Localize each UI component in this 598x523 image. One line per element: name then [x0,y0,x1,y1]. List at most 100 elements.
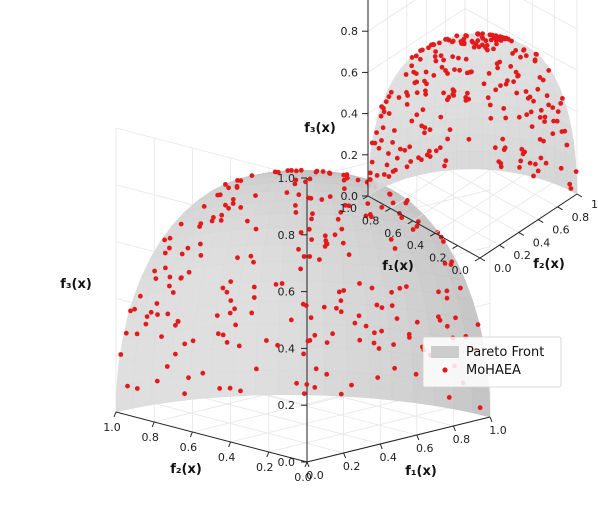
inset-mohaea-point [538,107,544,113]
main-mohaea-point [475,322,481,327]
inset-mohaea-point [483,38,489,44]
inset-surface-patch [456,151,470,170]
main-mohaea-point [235,255,240,261]
main-surface-patch [191,326,215,352]
inset-mohaea-point [529,124,535,129]
main-mohaea-point [320,169,326,174]
main-surface-patch [323,346,348,373]
main-mohaea-point [392,365,397,371]
main-mohaea-point [357,337,363,343]
main-mohaea-point [251,284,257,290]
main-mohaea-point [162,250,168,256]
main-mohaea-point [387,191,392,197]
inset-mohaea-point [428,42,434,48]
inset-z-tick-label: 0.6 [341,66,359,79]
main-mohaea-point [338,309,344,315]
main-surface-patch [133,356,154,385]
main-y-tick-label: 0.0 [294,471,312,484]
main-mohaea-point [389,303,395,308]
main-z-tick-label: 0.0 [278,456,296,469]
inset-mohaea-point [378,113,384,119]
inset-mohaea-point [542,119,547,124]
inset-mohaea-point [437,40,442,46]
inset-surface-patch [432,105,447,123]
main-mohaea-point [313,366,319,372]
inset-surface-patch [469,118,483,135]
main-mohaea-point [446,395,452,400]
inset-mohaea-point [546,102,551,108]
main-mohaea-point [214,313,220,318]
main-surface-patch [321,262,344,283]
main-mohaea-point [226,185,232,191]
inset-mohaea-point [445,71,450,76]
inset-y-tick-label: 0.8 [572,211,590,224]
main-mohaea-point [219,212,225,218]
main-surface-patch [369,373,393,401]
inset-mohaea-point [419,157,424,163]
inset-mohaea-point [540,77,546,83]
inset-mohaea-point [506,36,511,42]
main-mohaea-point [238,388,243,394]
inset-mohaea-point [514,90,520,96]
inset-mohaea-point [427,127,433,133]
legend-label-pareto-front: Pareto Front [466,345,544,360]
inset-mohaea-point [555,109,561,114]
main-mohaea-point [301,351,306,357]
inset-mohaea-point [559,129,565,135]
main-surface-patch [115,383,134,413]
inset-mohaea-point [517,165,522,170]
inset-y-tick [499,244,505,249]
main-y-tick-label: 0.2 [256,461,274,474]
main-mohaea-point [288,317,294,323]
main-mohaea-point [253,226,259,232]
main-mohaea-point [357,281,362,286]
main-mohaea-point [304,382,310,387]
inset-mohaea-point [485,95,491,101]
main-mohaea-point [410,227,416,232]
main-y-tick [228,441,232,448]
main-surface-patch [152,330,175,357]
inset-mohaea-point [457,67,462,73]
inset-mohaea-point [386,94,392,100]
main-mohaea-point [317,257,322,262]
main-mohaea-point [233,322,239,328]
inset-mohaea-point [390,140,395,145]
main-mohaea-point [338,298,344,304]
main-mohaea-point [300,301,306,307]
main-surface-patch [304,171,315,177]
inset-mohaea-point [438,53,444,59]
inset-mohaea-point [463,95,469,100]
main-mohaea-point [414,319,420,325]
main-mohaea-point [228,279,234,284]
main-mohaea-point [321,304,327,310]
main-mohaea-point [182,391,188,397]
main-mohaea-point [414,224,420,229]
main-mohaea-point [294,168,299,174]
main-mohaea-point [134,331,140,337]
inset-mohaea-point [516,114,522,120]
inset-mohaea-point [442,163,447,169]
inset-mohaea-point [487,102,493,108]
main-mohaea-point [164,364,170,369]
main-mohaea-point [340,240,346,246]
inset-mohaea-point [551,118,556,124]
inset-mohaea-point [451,93,457,98]
main-mohaea-point [298,167,304,173]
main-mohaea-point [352,320,358,326]
main-mohaea-point [264,338,269,343]
main-mohaea-point [389,289,394,295]
main-mohaea-point [125,383,130,389]
inset-mohaea-point [463,56,469,62]
inset-x-tick [452,245,458,250]
inset-y-tick [479,257,486,262]
main-surface-patch [211,347,235,374]
inset-mohaea-point [433,148,439,154]
main-mohaea-point [228,298,234,303]
main-y-axis-line [115,411,308,463]
inset-mohaea-point [464,33,469,39]
main-mohaea-point [346,203,352,209]
inset-mohaea-point [398,146,403,152]
inset-mohaea-point [541,138,546,144]
main-mohaea-point [330,331,335,337]
inset-mohaea-point [542,114,548,120]
